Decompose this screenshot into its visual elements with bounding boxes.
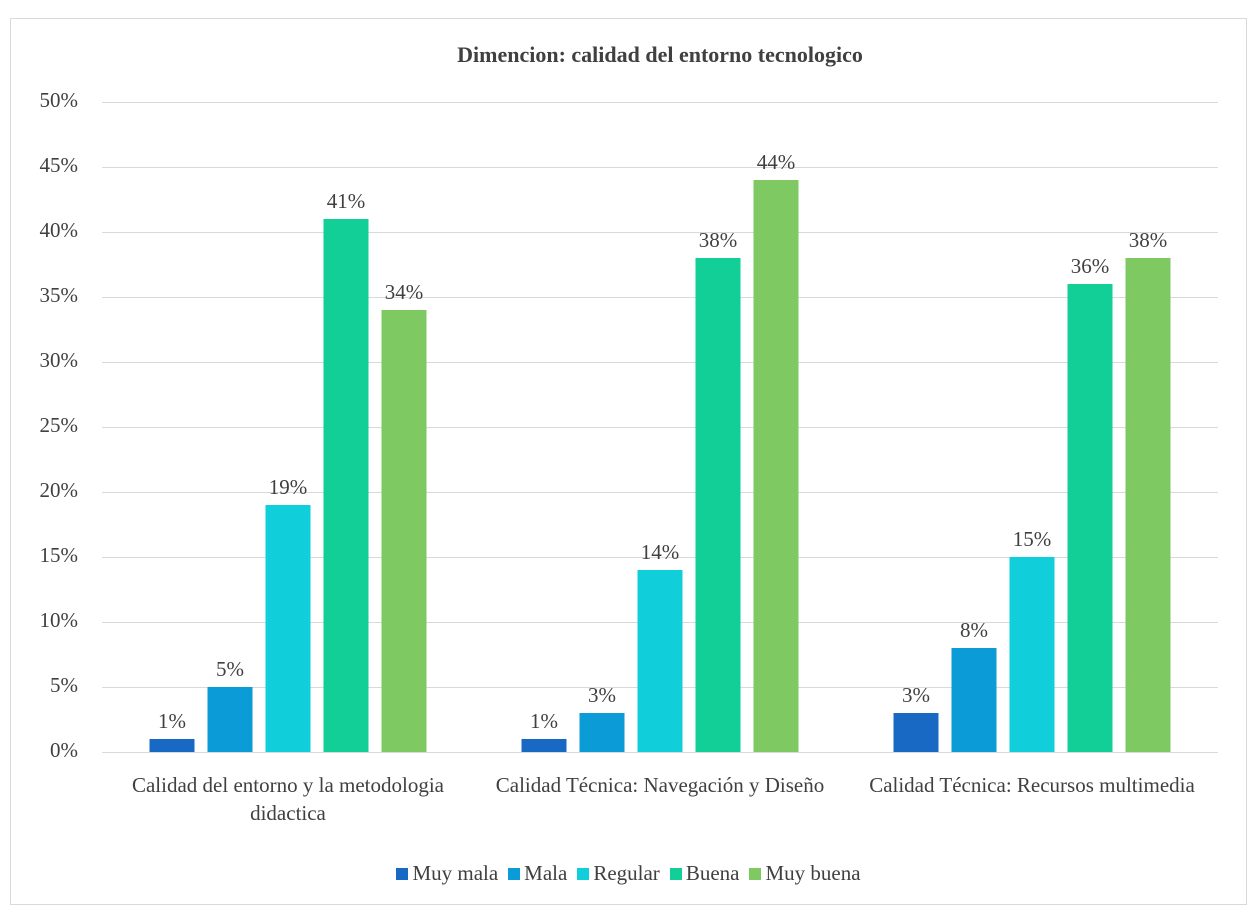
legend-item: Muy buena xyxy=(749,861,861,886)
bar xyxy=(1067,284,1113,752)
legend-label: Muy mala xyxy=(412,861,499,885)
legend-swatch xyxy=(508,867,521,880)
y-tick-label: 15% xyxy=(40,543,79,567)
legend-label: Muy buena xyxy=(765,861,861,885)
bar xyxy=(207,687,253,752)
x-tick-label: Calidad Técnica: Recursos multimedia xyxy=(869,773,1195,797)
bar xyxy=(951,648,997,752)
value-label: 1% xyxy=(530,709,558,733)
legend-label: Regular xyxy=(593,861,660,885)
bar xyxy=(323,219,369,752)
legend-label: Buena xyxy=(685,861,740,885)
y-tick-label: 25% xyxy=(40,413,79,437)
y-tick-label: 5% xyxy=(50,673,78,697)
value-label: 34% xyxy=(385,280,424,304)
bar xyxy=(695,258,741,752)
legend-swatch xyxy=(669,867,682,880)
value-label: 36% xyxy=(1071,254,1110,278)
y-tick-label: 45% xyxy=(40,153,79,177)
value-label: 38% xyxy=(1129,228,1168,252)
value-label: 41% xyxy=(327,189,366,213)
legend-swatch xyxy=(577,867,590,880)
value-label: 1% xyxy=(158,709,186,733)
bar xyxy=(637,570,683,752)
legend-swatch xyxy=(749,867,762,880)
value-label: 8% xyxy=(960,618,988,642)
bar xyxy=(579,713,625,752)
value-label: 3% xyxy=(588,683,616,707)
value-label: 15% xyxy=(1013,527,1052,551)
value-label: 19% xyxy=(269,475,308,499)
y-tick-label: 30% xyxy=(40,348,79,372)
chart-frame xyxy=(10,18,1247,905)
legend-swatch xyxy=(396,867,409,880)
legend-item: Buena xyxy=(669,861,740,886)
bar xyxy=(1009,557,1055,752)
legend-item: Muy mala xyxy=(396,861,498,886)
bar xyxy=(893,713,939,752)
value-label: 5% xyxy=(216,657,244,681)
y-tick-label: 10% xyxy=(40,608,79,632)
legend-item: Mala xyxy=(508,861,567,886)
bar xyxy=(1125,258,1171,752)
bar xyxy=(149,739,195,752)
y-tick-label: 50% xyxy=(40,88,79,112)
bar xyxy=(753,180,799,752)
chart-title: Dimencion: calidad del entorno tecnologi… xyxy=(457,42,863,67)
value-label: 38% xyxy=(699,228,738,252)
bar xyxy=(521,739,567,752)
x-tick-label: Calidad del entorno y la metodologia did… xyxy=(131,773,444,825)
legend-item: Regular xyxy=(577,861,660,886)
y-tick-label: 20% xyxy=(40,478,79,502)
bar xyxy=(265,505,311,752)
y-tick-label: 40% xyxy=(40,218,79,242)
bar xyxy=(381,310,427,752)
legend: Muy mala Mala Regular Buena Muy buena xyxy=(10,861,1247,886)
x-tick-label: Calidad Técnica: Navegación y Diseño xyxy=(495,773,825,797)
y-tick-label: 35% xyxy=(40,283,79,307)
y-tick-label: 0% xyxy=(50,738,78,762)
value-label: 44% xyxy=(757,150,796,174)
value-label: 3% xyxy=(902,683,930,707)
value-label: 14% xyxy=(641,540,680,564)
legend-label: Mala xyxy=(524,861,568,885)
